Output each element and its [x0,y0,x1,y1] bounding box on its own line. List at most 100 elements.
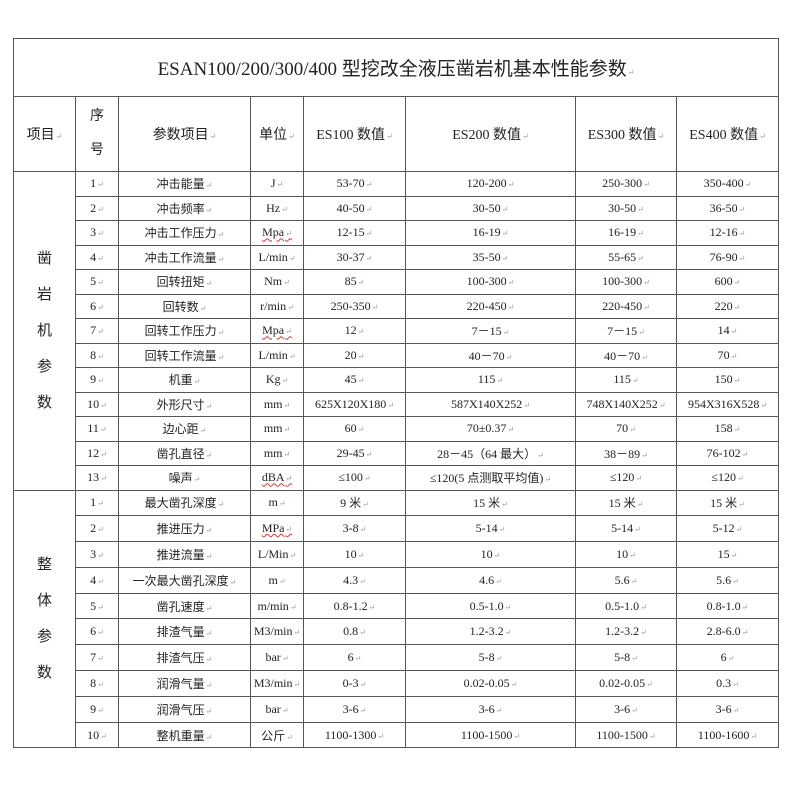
cell-unit: L/Min [250,541,304,568]
cell-es200: 70±0.37 [405,416,576,442]
cell-param: 回转扭矩 [118,269,251,295]
cell-es200: 120-200 [405,171,576,197]
cell-no: 1 [75,489,119,517]
cell-unit: mm [250,391,304,417]
section-label-char: 机 [36,322,52,339]
cell-unit: Nm [250,269,304,295]
header-index: 序 号 [75,96,119,172]
cell-es300: 38－89 [575,440,677,466]
cell-es300: 10 [575,541,677,568]
cell-param: 回转工作流量 [118,342,251,368]
cell-no: 8 [75,670,119,697]
cell-es300: 250-300 [575,171,677,197]
cell-unit: m [250,566,304,594]
cell-es100: 30-37 [303,244,406,270]
section-label-char: 参 [36,358,52,375]
section-label-char: 岩 [36,286,52,303]
cell-param: 凿孔直径 [118,440,251,466]
table-row: 2推进压力MPa3-85-145-145-12 [14,515,780,543]
cell-param: 一次最大凿孔深度 [118,566,251,594]
cell-es200: 7－15 [405,318,576,344]
header-es400: ES400 数值 [675,96,780,172]
cell-es100: 40-50 [303,195,406,221]
cell-param: 外形尺寸 [118,391,251,417]
cell-param: 冲击能量 [118,171,251,197]
cell-es400: 5-12 [675,515,780,543]
cell-es200: 100-300 [405,269,576,295]
cell-es300: 748X140X252 [575,391,677,417]
cell-es300: 70 [575,416,677,442]
header-es300: ES300 数值 [575,96,677,172]
cell-param: 边心距 [118,416,251,442]
cell-es300: 5.6 [575,566,677,594]
table-row: 3推进流量L/Min10101015 [14,541,780,568]
table-row: 8润滑气量M3/min0-30.02-0.050.02-0.050.3 [14,670,780,697]
cell-es400: 2.8-6.0 [675,618,780,646]
table-row: 5回转扭矩Nm85100-300100-300600 [14,269,780,295]
cell-es400: 3-6 [675,695,780,723]
cell-es400: 1100-1600 [675,721,780,749]
cell-es400: 15 [675,541,780,568]
header-category: 项目 [13,96,76,172]
cell-no: 7 [75,644,119,672]
cell-es400: 36-50 [675,195,780,221]
cell-no: 6 [75,618,119,646]
table-row: 6回转数r/min250-350220-450220-450220 [14,293,780,319]
cell-param: 排渣气量 [118,618,251,646]
table-title: ESAN100/200/300/400 型挖改全液压凿岩机基本性能参数 [12,38,780,97]
table-row: 4一次最大凿孔深度m4.34.65.65.6 [14,566,780,594]
cell-es100: 1100-1300 [303,721,406,749]
cell-unit: M3/min [250,618,304,646]
cell-es200: 0.02-0.05 [405,670,576,697]
table-row: 9润滑气压bar3-63-63-63-6 [14,695,780,723]
cell-no: 10 [75,391,119,417]
cell-es400: 5.6 [675,566,780,594]
cell-no: 2 [75,195,119,221]
cell-no: 8 [75,342,119,368]
cell-es100: 625X120X180 [303,391,406,417]
cell-es200: 16-19 [405,220,576,246]
cell-param: 机重 [118,367,251,393]
cell-param: 回转工作压力 [118,318,251,344]
cell-es400: 15 米 [675,489,780,517]
cell-no: 9 [75,367,119,393]
cell-no: 7 [75,318,119,344]
cell-es300: 100-300 [575,269,677,295]
section-label-char: 凿 [36,250,52,267]
cell-unit: Mpa [250,318,304,344]
cell-es200: 115 [405,367,576,393]
cell-es200: 587X140X252 [405,391,576,417]
cell-es100: 6 [303,644,406,672]
cell-es400: 220 [675,293,780,319]
table-row: 凿岩机参数1冲击能量J53-70120-200250-300350-400 [13,171,780,491]
table-row: 12凿孔直径mm29-4528－45（64 最大）38－8976-102 [14,440,780,466]
cell-es400: 350-400 [675,171,780,197]
cell-no: 6 [75,293,119,319]
cell-es400: 158 [675,416,780,442]
table-row: 6排渣气量M3/min0.81.2-3.21.2-3.22.8-6.0 [14,618,780,646]
table-row: 3冲击工作压力Mpa12-1516-1916-1912-16 [14,220,780,246]
cell-unit: dBA [250,465,304,491]
cell-es300: 5-8 [575,644,677,672]
cell-es100: 9 米 [303,489,406,517]
cell-unit: r/min [250,293,304,319]
header-unit: 单位 [250,96,304,172]
table-row: 4冲击工作流量L/min30-3735-5055-6576-90 [14,244,780,270]
cell-es200: 0.5-1.0 [405,592,576,620]
cell-unit: Kg [250,367,304,393]
table-row: 10整机重量公斤1100-13001100-15001100-15001100-… [14,721,780,749]
cell-no: 9 [75,695,119,723]
section-label-char: 数 [36,664,52,681]
cell-es100: 60 [303,416,406,442]
cell-unit: mm [250,416,304,442]
cell-es400: 0.8-1.0 [675,592,780,620]
cell-es400: 76-90 [675,244,780,270]
cell-unit: m/min [250,592,304,620]
cell-param: 润滑气压 [118,695,251,723]
cell-param: 冲击工作压力 [118,220,251,246]
table-row: 11边心距mm6070±0.3770158 [14,416,780,442]
cell-es100: 85 [303,269,406,295]
cell-es100: 0.8-1.2 [303,592,406,620]
cell-es300: 7－15 [575,318,677,344]
cell-es100: 0-3 [303,670,406,697]
